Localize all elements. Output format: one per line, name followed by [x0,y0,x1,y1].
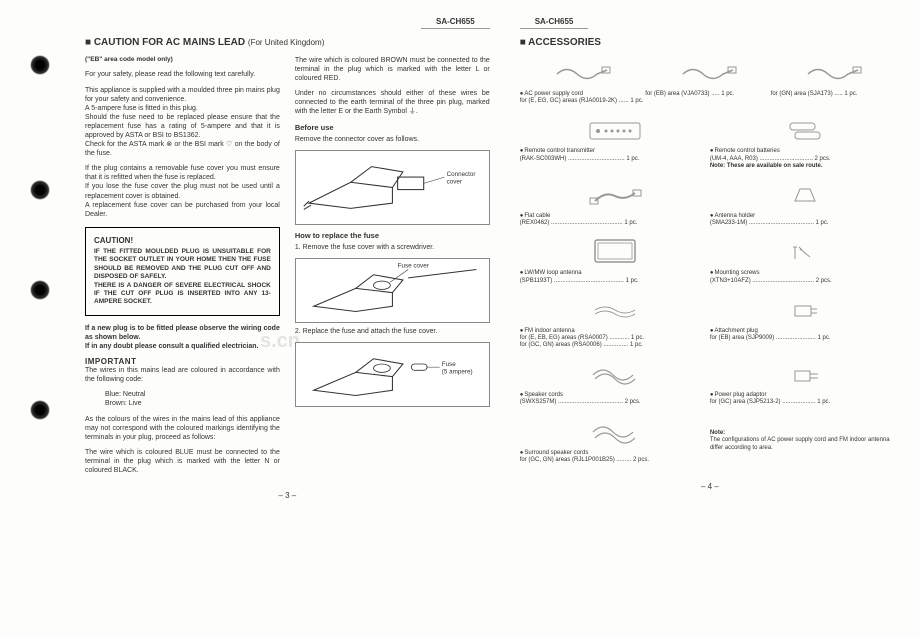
screw-icon [785,239,825,267]
speaker-cord-icon [585,359,645,391]
model-tab-1: SA-CH655 [421,15,490,29]
acc-item: LW/MW loop antenna(SPB1193T) ...........… [520,235,710,284]
cord-icon [678,60,738,88]
model-tab-2: SA-CH655 [520,15,589,29]
plug-icon [785,296,825,324]
svg-text:(5 ampere): (5 ampere) [442,368,473,375]
right-column: The wire which is coloured BROWN must be… [295,56,490,481]
acc-item: Attachment plugfor (EB) area (SJP9009) .… [710,293,900,350]
eb-note: ("EB" area code model only) [85,56,280,64]
fuse-cover-icon: Fuse cover [296,259,489,322]
svg-text:cover: cover [446,178,461,185]
step-2: 2. Replace the fuse and attach the fuse … [295,327,490,336]
before-use-text: Remove the connector cover as follows. [295,135,490,144]
acc-item: for (EB) area (VJA0733) ..... 1 pc. [645,56,771,105]
acc-item: Speaker cords(SWXS257M) ................… [520,357,710,406]
para-fuse-cover: If the plug contains a removable fuse co… [85,164,280,219]
before-use-heading: Before use [295,123,490,132]
acc-item: Antenna holder(SMA233-1M) ..............… [710,178,900,227]
brown-wire-text: The wire which is coloured BROWN must be… [295,56,490,83]
important-para2: As the colours of the wires in the mains… [85,415,280,442]
acc-item: Remote control batteries(UM-4, AAA, R03)… [710,113,900,170]
intro-text: For your safety, please read the followi… [85,70,280,79]
para-appliance: This appliance is supplied with a moulde… [85,86,280,159]
accessories-grid: AC power supply cordfor (E, EG, GC) area… [520,56,900,472]
acc-item: AC power supply cordfor (E, EG, GC) area… [520,56,646,105]
caution-body: IF THE FITTED MOULDED PLUG IS UNSUITABLE… [94,248,271,307]
earth-warning-text: Under no circumstances should either of … [295,89,490,116]
page-number-left: – 3 – [85,491,490,500]
fuse-replace-diagram: Fuse (5 ampere) [295,342,490,407]
caution-title: CAUTION! [94,236,271,245]
caution-box: CAUTION! IF THE FITTED MOULDED PLUG IS U… [85,227,280,316]
holder-icon [785,181,825,209]
replace-fuse-heading: How to replace the fuse [295,231,490,240]
connector-diagram: Connector cover [295,150,490,225]
acc-item: Remote control transmitter(RAK-SC003WH) … [520,113,710,170]
plug-connector-icon: Connector cover [296,151,489,224]
color-codes: Blue: Neutral Brown: Live [85,390,280,408]
important-text: The wires in this mains lead are coloure… [85,366,280,384]
left-page: SA-CH655 CAUTION FOR AC MAINS LEAD (For … [40,15,510,632]
fm-antenna-icon [585,296,645,324]
svg-text:Fuse cover: Fuse cover [398,262,429,269]
surround-cord-icon [585,416,645,448]
acc-item: Mounting screws(XTN3+10AFZ) ............… [710,235,900,284]
right-page: SA-CH655 ACCESSORIES AC power supply cor… [510,15,900,632]
cord-icon [552,60,612,88]
binder-holes [30,0,60,637]
svg-text:Fuse: Fuse [442,361,456,368]
acc-item: FM indoor antennafor (E, EB, EG) areas (… [520,293,710,350]
loop-antenna-icon [585,235,645,270]
left-column: ("EB" area code model only) For your saf… [85,56,280,481]
acc-item: Flat cable(REX0462) ....................… [520,178,710,227]
svg-text:Connector: Connector [446,171,475,178]
cable-icon [585,181,645,209]
acc-item: Surround speaker cordsfor (GC, GN) areas… [520,415,710,464]
acc-item: Power plug adaptorfor (GC) area (SJP5213… [710,357,900,406]
important-para3: The wire which is coloured BLUE must be … [85,448,280,475]
acc-item: for (GN) area (SJA173) ..... 1 pc. [771,56,897,105]
wiring-note: If a new plug is to be fitted please obs… [85,324,280,351]
important-heading: IMPORTANT [85,357,280,366]
battery-icon [780,117,830,145]
fuse-cover-diagram: Fuse cover [295,258,490,323]
cord-icon [803,60,863,88]
step-1: 1. Remove the fuse cover with a screwdri… [295,243,490,252]
remote-icon [580,117,650,145]
page-number-right: – 4 – [520,482,900,491]
adaptor-icon [785,361,825,389]
acc-note: Note:The configurations of AC power supp… [710,415,900,464]
fuse-replace-icon: Fuse (5 ampere) [296,343,489,406]
page-title-right: ACCESSORIES [520,37,900,48]
page-title-left: CAUTION FOR AC MAINS LEAD (For United Ki… [85,37,490,48]
